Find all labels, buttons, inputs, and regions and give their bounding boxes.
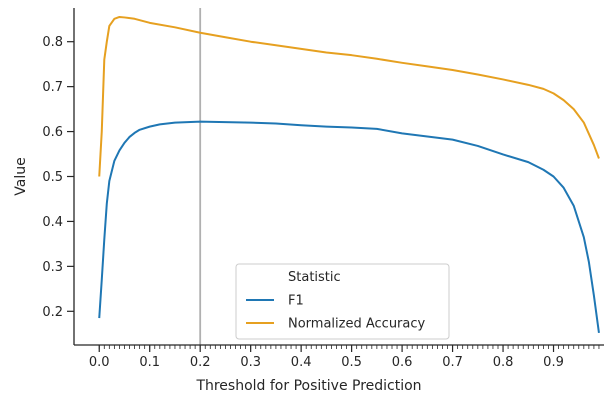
y-tick-label: 0.8 bbox=[42, 35, 63, 50]
y-tick-label: 0.7 bbox=[42, 80, 63, 95]
y-tick-label: 0.6 bbox=[42, 125, 63, 140]
x-tick-label: 0.5 bbox=[341, 355, 362, 370]
y-axis-label: Value bbox=[13, 157, 29, 195]
y-tick-label: 0.4 bbox=[42, 215, 63, 230]
y-tick-label: 0.3 bbox=[42, 260, 63, 275]
x-tick-label: 0.4 bbox=[291, 355, 312, 370]
y-ticks: 0.2 0.3 0.4 0.5 0.6 0.7 0.8 bbox=[42, 35, 74, 320]
x-tick-label: 0.8 bbox=[493, 355, 514, 370]
y-tick-label: 0.2 bbox=[42, 305, 63, 320]
legend-label: F1 bbox=[288, 294, 304, 309]
x-tick-label: 0.2 bbox=[190, 355, 211, 370]
x-major-ticks: 0.0 0.1 0.2 0.3 0.4 0.5 0.6 0.7 0.8 0.9 bbox=[89, 345, 564, 370]
legend-label: Normalized Accuracy bbox=[288, 317, 426, 332]
legend: Statistic F1 Normalized Accuracy bbox=[235, 263, 450, 340]
series-line-1 bbox=[98, 15, 600, 177]
series-line-0 bbox=[98, 120, 600, 334]
legend-title: Statistic bbox=[288, 270, 341, 285]
legend-box bbox=[235, 263, 450, 340]
x-tick-label: 0.3 bbox=[240, 355, 261, 370]
x-tick-label: 0.0 bbox=[89, 355, 110, 370]
y-tick-label: 0.5 bbox=[42, 170, 63, 185]
x-tick-label: 0.1 bbox=[139, 355, 160, 370]
x-axis-label: Threshold for Positive Prediction bbox=[195, 378, 421, 394]
x-tick-label: 0.9 bbox=[543, 355, 564, 370]
series-lines bbox=[98, 15, 600, 334]
legend-items: F1 Normalized Accuracy bbox=[246, 294, 426, 332]
x-tick-label: 0.6 bbox=[392, 355, 413, 370]
x-tick-label: 0.7 bbox=[442, 355, 463, 370]
